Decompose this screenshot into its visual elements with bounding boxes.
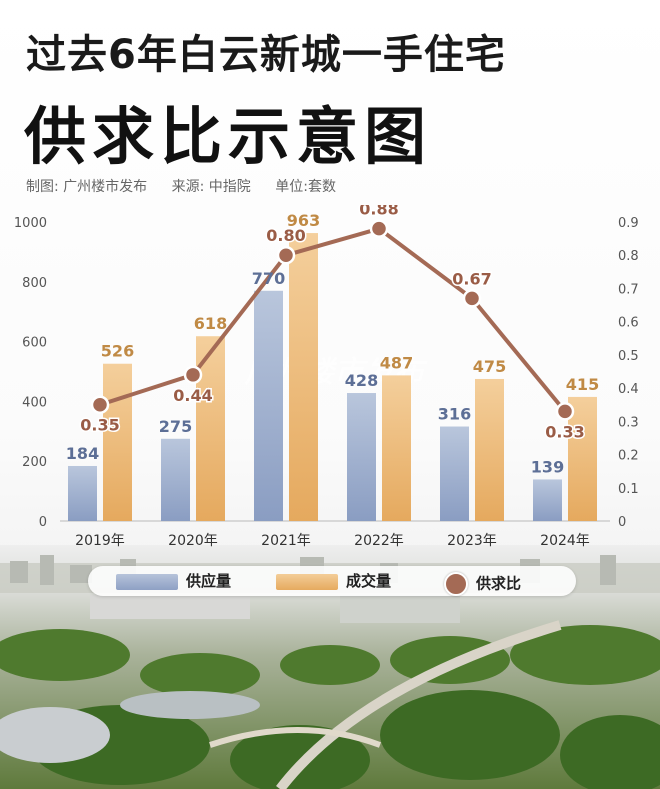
legend-label-deal: 成交量 (346, 572, 392, 590)
legend-swatch-ratio (444, 572, 468, 596)
left-axis-tick: 800 (22, 276, 47, 291)
supply-bar (440, 426, 469, 521)
ratio-point (276, 245, 296, 265)
chart-legend: 供应量 成交量 供求比 (88, 566, 576, 596)
legend-swatch-supply (116, 573, 178, 590)
x-axis-tick: 2022年 (354, 533, 404, 549)
chart-title-line2: 供求比示意图 (24, 100, 433, 173)
legend-item-deal: 成交量 (276, 572, 391, 590)
x-axis-tick: 2024年 (540, 533, 590, 549)
right-axis-tick: 0.6 (618, 316, 639, 331)
right-axis-tick: 0.8 (618, 249, 639, 264)
chart-plot: 广州楼市发布 0200400600800100000.10.20.30.40.5… (14, 205, 639, 549)
supply-bar-label: 139 (531, 457, 564, 476)
deal-bar (568, 396, 597, 521)
supply-bar (347, 393, 376, 521)
x-axis-tick: 2023年 (447, 533, 497, 549)
supply-bar-label: 770 (252, 269, 285, 288)
left-axis-tick: 400 (22, 395, 47, 410)
supply-bar-label: 428 (345, 371, 378, 390)
left-axis-tick: 1000 (14, 216, 47, 231)
deal-bar (382, 375, 411, 521)
deal-bar (103, 363, 132, 521)
supply-bar (161, 438, 190, 521)
deal-bar (475, 378, 504, 521)
supply-bar-label: 275 (159, 417, 192, 436)
supply-bar (68, 465, 97, 521)
maker-credit: 制图: 广州楼市发布 (26, 179, 148, 195)
ratio-label: 0.88 (359, 205, 398, 219)
ratio-label: 0.67 (452, 269, 491, 288)
ratio-label: 0.33 (545, 422, 584, 441)
right-axis-tick: 0.4 (618, 382, 639, 397)
supply-bar (254, 290, 283, 521)
left-axis-tick: 0 (39, 515, 47, 530)
ratio-point (183, 365, 203, 385)
left-axis-tick: 200 (22, 455, 47, 470)
right-axis-tick: 0.2 (618, 449, 639, 464)
right-axis-tick: 0.3 (618, 415, 639, 430)
supply-bar-label: 184 (66, 444, 99, 463)
right-axis-tick: 0.7 (618, 282, 639, 297)
chart-title-line1: 过去6年白云新城一手住宅 (26, 32, 506, 78)
ratio-point (462, 289, 482, 308)
ratio-line (99, 226, 567, 413)
ratio-label: 0.44 (173, 386, 212, 405)
right-axis-tick: 0.9 (618, 216, 639, 231)
deal-bar-label: 526 (101, 342, 134, 361)
supply-bar (533, 479, 562, 521)
deal-bar-label: 415 (566, 375, 599, 394)
legend-label-ratio: 供求比 (476, 574, 522, 593)
deal-bar-label: 963 (287, 211, 320, 230)
x-axis-tick: 2020年 (168, 533, 218, 549)
ratio-point (555, 402, 575, 421)
source-line: 制图: 广州楼市发布 来源: 中指院 单位:套数 (26, 176, 356, 196)
legend-item-supply: 供应量 (116, 572, 231, 590)
legend-label-supply: 供应量 (186, 572, 232, 590)
legend-swatch-deal (276, 573, 338, 590)
deal-bar-label: 618 (194, 314, 227, 333)
right-axis-tick: 0.5 (618, 349, 639, 364)
deal-bar (289, 233, 318, 522)
right-axis-tick: 0 (618, 515, 626, 530)
left-axis-tick: 600 (22, 336, 47, 351)
ratio-point (90, 395, 110, 414)
deal-bar-label: 487 (380, 353, 413, 372)
x-axis-tick: 2019年 (75, 533, 125, 549)
right-axis-tick: 0.1 (618, 482, 639, 497)
unit-note: 单位:套数 (275, 179, 336, 195)
legend-item-ratio: 供求比 (426, 572, 522, 596)
supply-bar-label: 316 (438, 405, 471, 424)
ratio-label: 0.80 (266, 226, 305, 245)
deal-bar-label: 475 (473, 357, 506, 376)
x-axis-tick: 2021年 (261, 533, 311, 549)
data-source: 来源: 中指院 (171, 179, 251, 195)
ratio-label: 0.35 (80, 416, 119, 435)
ratio-point (369, 219, 389, 238)
